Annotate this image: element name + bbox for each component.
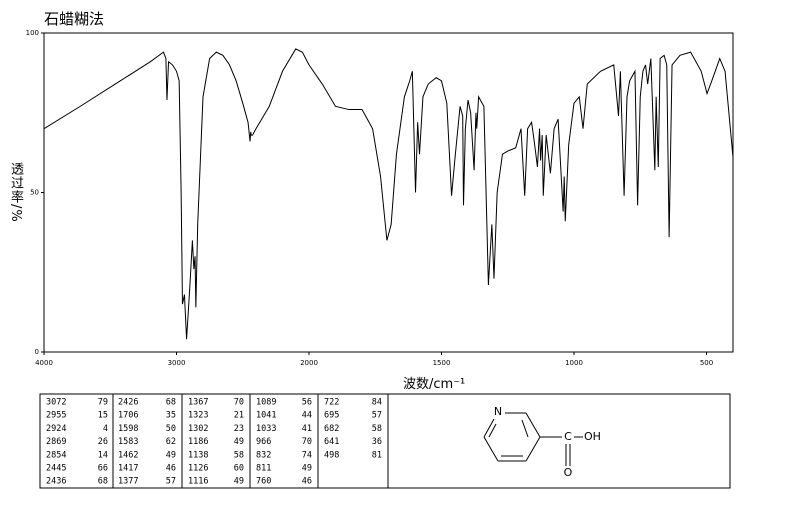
peak-wavenumber: 498 <box>324 450 339 460</box>
y-tick-label: 0 <box>35 348 39 356</box>
molecule <box>483 412 583 466</box>
peak-transmittance: 23 <box>234 424 244 434</box>
peak-wavenumber: 1126 <box>188 464 208 474</box>
peak-wavenumber: 1033 <box>256 424 276 434</box>
peak-transmittance: 57 <box>166 477 176 487</box>
peak-wavenumber: 1138 <box>188 450 208 460</box>
peak-transmittance: 79 <box>98 398 108 408</box>
x-tick-label: 2000 <box>300 359 318 367</box>
bond <box>525 436 541 462</box>
chart-title: 石蜡糊法 <box>44 10 105 28</box>
peak-transmittance: 50 <box>166 424 176 434</box>
y-tick-label: 50 <box>30 189 39 197</box>
peak-wavenumber: 1598 <box>118 424 138 434</box>
x-tick-label: 1000 <box>565 359 583 367</box>
atom-label: O <box>564 466 573 479</box>
peak-wavenumber: 1377 <box>118 477 138 487</box>
peak-wavenumber: 832 <box>256 450 271 460</box>
peak-wavenumber: 1116 <box>188 477 208 487</box>
peak-wavenumber: 641 <box>324 437 339 447</box>
spectrum-line <box>43 48 734 340</box>
x-tick-label: 3000 <box>168 359 186 367</box>
peak-transmittance: 36 <box>372 437 382 447</box>
peak-wavenumber: 2869 <box>46 437 66 447</box>
peak-wavenumber: 811 <box>256 464 271 474</box>
y-axis-label: 透过率/% <box>8 162 23 223</box>
bond <box>483 418 495 438</box>
peak-transmittance: 84 <box>372 398 382 408</box>
x-tick-label: 4000 <box>35 359 53 367</box>
peak-transmittance: 62 <box>166 437 176 447</box>
peak-wavenumber: 1417 <box>118 464 138 474</box>
bond-inner <box>521 419 529 438</box>
peak-transmittance: 14 <box>98 450 108 460</box>
peak-transmittance: 68 <box>98 477 108 487</box>
x-tick-label: 1500 <box>433 359 451 367</box>
peak-transmittance: 46 <box>166 464 176 474</box>
peak-wavenumber: 1706 <box>118 411 138 421</box>
peak-transmittance: 15 <box>98 411 108 421</box>
peak-wavenumber: 2854 <box>46 450 66 460</box>
peak-transmittance: 70 <box>302 437 312 447</box>
bond <box>525 412 541 438</box>
peak-wavenumber: 1323 <box>188 411 208 421</box>
peak-transmittance: 26 <box>98 437 108 447</box>
peak-transmittance: 56 <box>302 398 312 408</box>
peak-wavenumber: 2436 <box>46 477 66 487</box>
x-tick-label: 500 <box>700 359 713 367</box>
peak-wavenumber: 1302 <box>188 424 208 434</box>
peak-transmittance: 4 <box>103 424 108 434</box>
table-dividers <box>112 394 389 488</box>
peak-transmittance: 70 <box>234 398 244 408</box>
peak-wavenumber: 1583 <box>118 437 138 447</box>
peak-wavenumber: 1367 <box>188 398 208 408</box>
atom-label: OH <box>584 430 601 443</box>
peak-transmittance: 60 <box>234 464 244 474</box>
peak-transmittance: 44 <box>302 411 312 421</box>
peak-wavenumber: 1041 <box>256 411 276 421</box>
peak-wavenumber: 1186 <box>188 437 208 447</box>
peak-wavenumber: 3072 <box>46 398 66 408</box>
peak-transmittance: 49 <box>234 477 244 487</box>
x-axis-label: 波数/cm⁻¹ <box>403 377 466 392</box>
peak-wavenumber: 682 <box>324 424 339 434</box>
peak-transmittance: 35 <box>166 411 176 421</box>
atom-label: N <box>494 405 502 418</box>
peak-transmittance: 49 <box>166 450 176 460</box>
peak-transmittance: 41 <box>302 424 312 434</box>
peak-wavenumber: 2955 <box>46 411 66 421</box>
peak-transmittance: 81 <box>372 450 382 460</box>
peak-wavenumber: 695 <box>324 411 339 421</box>
peak-wavenumber: 2445 <box>46 464 66 474</box>
peak-wavenumber: 1462 <box>118 450 138 460</box>
bond <box>483 436 499 462</box>
bond-inner <box>488 423 497 438</box>
peak-transmittance: 49 <box>302 464 312 474</box>
peak-transmittance: 66 <box>98 464 108 474</box>
atom-label: C <box>564 430 572 443</box>
table-frame <box>39 393 731 489</box>
peak-transmittance: 49 <box>234 437 244 447</box>
peak-transmittance: 58 <box>372 424 382 434</box>
peak-wavenumber: 760 <box>256 477 271 487</box>
y-tick-label: 100 <box>26 29 39 37</box>
peak-transmittance: 21 <box>234 411 244 421</box>
peak-transmittance: 46 <box>302 477 312 487</box>
peak-wavenumber: 2426 <box>118 398 138 408</box>
peak-wavenumber: 2924 <box>46 424 66 434</box>
peak-transmittance: 58 <box>234 450 244 460</box>
peak-wavenumber: 1089 <box>256 398 276 408</box>
peak-transmittance: 74 <box>302 450 312 460</box>
peak-wavenumber: 966 <box>256 437 271 447</box>
peak-transmittance: 68 <box>166 398 176 408</box>
peak-transmittance: 57 <box>372 411 382 421</box>
peak-wavenumber: 722 <box>324 398 339 408</box>
